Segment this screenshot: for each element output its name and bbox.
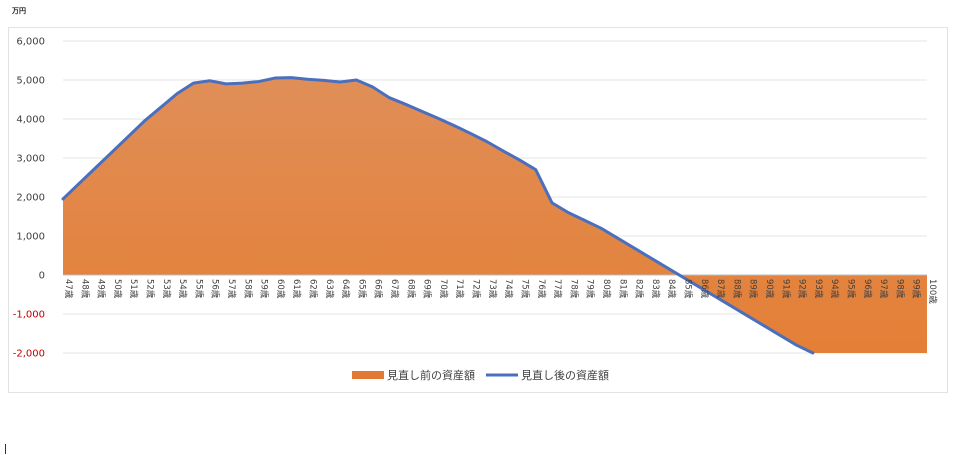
x-tick-label-49: 96歳 — [862, 279, 873, 299]
x-tick-label-9: 56歳 — [210, 279, 221, 299]
x-tick-label-6: 53歳 — [161, 279, 172, 299]
x-tick-label-12: 59歳 — [259, 279, 270, 299]
line-series-layer — [61, 76, 815, 355]
x-tick-label-19: 66歳 — [373, 279, 384, 299]
x-tick-label-39: 86歳 — [699, 279, 710, 299]
x-tick-label-22: 69歳 — [422, 279, 433, 299]
x-tick-label-41: 88歳 — [731, 279, 742, 299]
y-tick-label-1: -1,000 — [13, 310, 45, 321]
x-tick-label-43: 90歳 — [764, 279, 775, 299]
x-tick-label-52: 99歳 — [911, 279, 922, 299]
line-series-after — [61, 76, 815, 355]
x-tick-label-24: 71歳 — [454, 279, 465, 299]
x-tick-label-53: 100歳 — [927, 279, 938, 304]
x-tick-label-44: 91歳 — [780, 279, 791, 299]
legend-label-after: 見直し後の資産額 — [521, 368, 609, 382]
x-tick-label-51: 98歳 — [894, 279, 905, 299]
x-tick-label-3: 50歳 — [112, 279, 123, 299]
x-tick-label-35: 82歳 — [634, 279, 645, 299]
x-tick-label-45: 92歳 — [797, 279, 808, 299]
x-tick-label-25: 72歳 — [471, 279, 482, 299]
y-tick-label-4: 2,000 — [16, 193, 45, 204]
x-tick-label-40: 87歳 — [715, 279, 726, 299]
area-series-layer — [63, 77, 927, 353]
y-axis-unit-label: 万円 — [12, 7, 26, 15]
x-tick-label-27: 74歳 — [503, 279, 514, 299]
x-tick-label-0: 47歳 — [63, 279, 74, 299]
y-tick-label-5: 3,000 — [16, 154, 45, 165]
x-tick-label-10: 57歳 — [226, 279, 237, 299]
x-tick-label-4: 51歳 — [128, 279, 139, 299]
x-tick-label-13: 60歳 — [275, 279, 286, 299]
x-tick-label-1: 48歳 — [79, 279, 90, 299]
x-tick-label-31: 78歳 — [568, 279, 579, 299]
x-tick-label-18: 65歳 — [356, 279, 367, 299]
x-tick-label-21: 68歳 — [405, 279, 416, 299]
x-tick-label-16: 63歳 — [324, 279, 335, 299]
x-tick-label-29: 76歳 — [536, 279, 547, 299]
x-tick-label-7: 54歳 — [177, 279, 188, 299]
x-tick-label-26: 73歳 — [487, 279, 498, 299]
x-tick-label-32: 79歳 — [585, 279, 596, 299]
x-tick-label-42: 89歳 — [748, 279, 759, 299]
x-tick-label-5: 52歳 — [145, 279, 156, 299]
legend-label-before: 見直し前の資産額 — [387, 368, 475, 382]
y-tick-label-3: 1,000 — [16, 232, 45, 243]
x-tick-label-33: 80歳 — [601, 279, 612, 299]
x-tick-label-23: 70歳 — [438, 279, 449, 299]
x-tick-label-48: 95歳 — [845, 279, 856, 299]
legend: 見直し前の資産額 見直し後の資産額 — [352, 368, 609, 382]
legend-swatch-before — [352, 371, 384, 379]
x-tick-label-46: 93歳 — [813, 279, 824, 299]
x-tick-label-34: 81歳 — [617, 279, 628, 299]
y-axis-ticks: -2,000 -1,000 0 1,000 2,000 3,000 4,000 5,000 6,… — [13, 37, 45, 360]
x-tick-label-20: 67歳 — [389, 279, 400, 299]
x-tick-label-11: 58歳 — [242, 279, 253, 299]
area-series-before — [63, 77, 927, 353]
x-tick-label-17: 64歳 — [340, 279, 351, 299]
text-cursor — [5, 444, 6, 454]
y-tick-label-6: 4,000 — [16, 115, 45, 126]
x-tick-label-36: 83歳 — [650, 279, 661, 299]
x-tick-label-47: 94歳 — [829, 279, 840, 299]
x-tick-label-8: 55歳 — [193, 279, 204, 299]
x-tick-label-15: 62歳 — [308, 279, 319, 299]
x-tick-label-14: 61歳 — [291, 279, 302, 299]
x-tick-label-2: 49歳 — [96, 279, 107, 299]
y-tick-label-8: 6,000 — [16, 37, 45, 48]
chart-area: -2,000 -1,000 0 1,000 2,000 3,000 4,000 5,000 6,… — [8, 27, 948, 393]
x-tick-label-38: 85歳 — [682, 279, 693, 299]
y-tick-label-2: 0 — [39, 271, 45, 282]
x-tick-label-30: 77歳 — [552, 279, 563, 299]
x-axis-ticks: 47歳 48歳 49歳 50歳 51歳 52歳 53歳 54歳 55歳 56歳 57歳 58歳 59歳 6… — [63, 279, 938, 304]
x-tick-label-28: 75歳 — [519, 279, 530, 299]
chart-svg: -2,000 -1,000 0 1,000 2,000 3,000 4,000 5,000 6,… — [13, 37, 938, 383]
x-tick-label-37: 84歳 — [666, 279, 677, 299]
y-tick-label-0: -2,000 — [13, 349, 45, 360]
y-tick-label-7: 5,000 — [16, 76, 45, 87]
x-tick-label-50: 97歳 — [878, 279, 889, 299]
